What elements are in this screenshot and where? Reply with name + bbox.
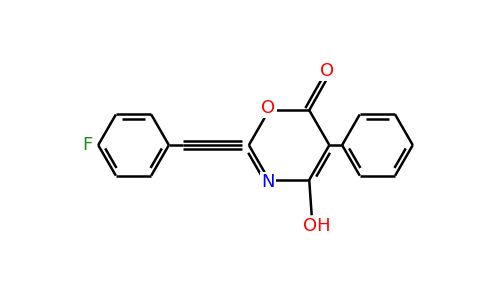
Text: OH: OH bbox=[303, 217, 331, 235]
Text: F: F bbox=[82, 136, 92, 154]
Text: O: O bbox=[320, 62, 334, 80]
Text: O: O bbox=[261, 99, 275, 117]
Text: N: N bbox=[261, 173, 275, 191]
